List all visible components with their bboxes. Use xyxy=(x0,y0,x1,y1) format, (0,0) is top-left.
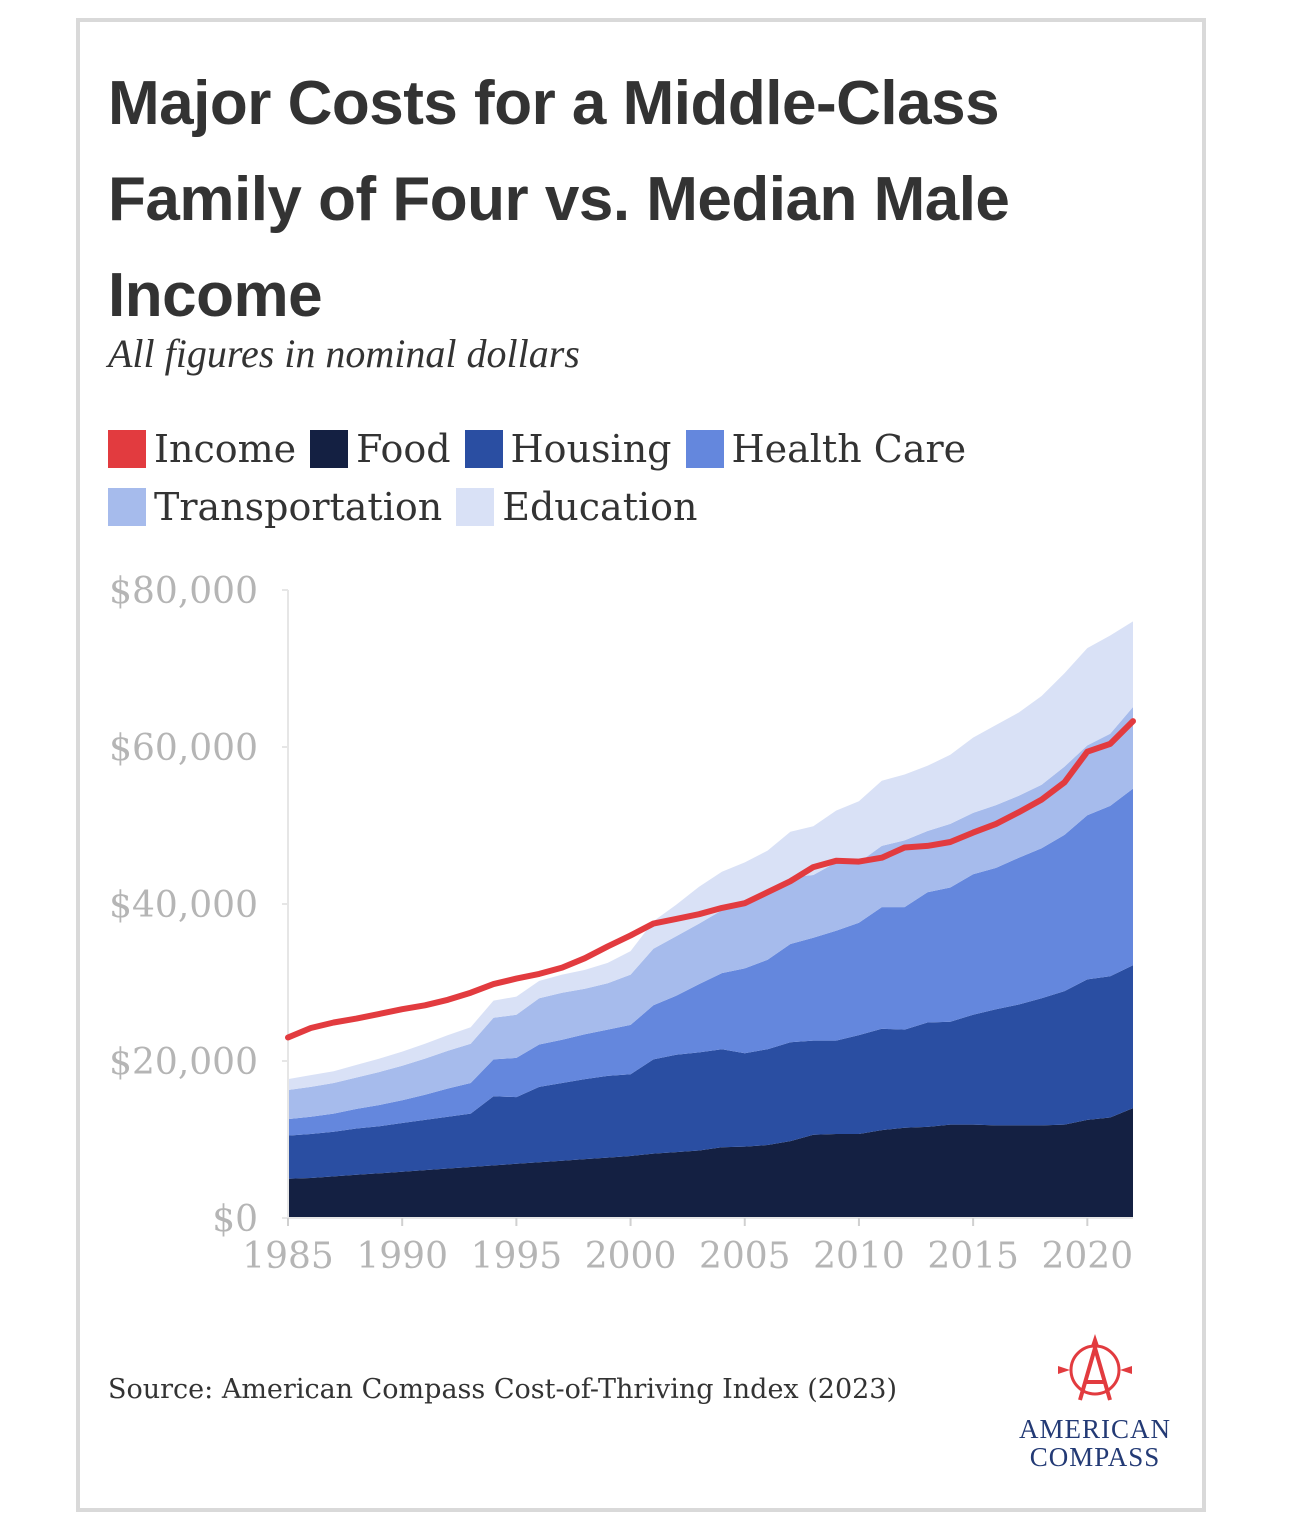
area-housing xyxy=(288,965,1133,1179)
legend-item-education: Education xyxy=(456,485,697,529)
x-tick-label: 2000 xyxy=(585,1236,677,1277)
legend-item-food: Food xyxy=(310,427,451,471)
american-compass-logo: AMERICAN COMPASS xyxy=(1000,1330,1190,1480)
stacked-area-chart: $0 $20,000 $40,000 $60,000 $80,000 1985 1990 19… xyxy=(109,571,1136,1277)
x-tick-label: 1995 xyxy=(471,1236,563,1277)
legend-item-housing: Housing xyxy=(464,427,672,471)
x-tick-label: 1985 xyxy=(242,1236,334,1277)
logo-line-1: AMERICAN xyxy=(1018,1414,1171,1444)
legend-label-education: Education xyxy=(502,485,698,529)
y-tick-label: $40,000 xyxy=(109,885,258,926)
legend: Income Food Housing Health Care Transpor… xyxy=(108,420,1108,536)
y-tick-label: $0 xyxy=(212,1199,258,1240)
compass-a-icon xyxy=(1058,1334,1132,1401)
legend-item-health-care: Health Care xyxy=(685,427,967,471)
y-tick-label: $20,000 xyxy=(109,1042,258,1083)
source-note: Source: American Compass Cost-of-Thrivin… xyxy=(108,1374,898,1405)
logo-line-2: COMPASS xyxy=(1029,1442,1161,1472)
area-food xyxy=(288,1108,1133,1218)
legend-swatch-transportation xyxy=(108,488,146,526)
legend-label-housing: Housing xyxy=(510,427,672,471)
legend-swatch-health-care xyxy=(685,430,724,468)
legend-swatch-housing xyxy=(464,430,503,468)
x-tick-label: 2005 xyxy=(699,1236,791,1277)
x-tick-label: 1990 xyxy=(356,1236,448,1277)
chart-subtitle: All figures in nominal dollars xyxy=(108,331,580,376)
legend-swatch-income xyxy=(108,430,146,468)
legend-label-income: Income xyxy=(154,427,297,471)
legend-label-food: Food xyxy=(356,427,451,471)
chart-title: Major Costs for a Middle-Class Family of… xyxy=(108,69,1010,330)
y-tick-label: $80,000 xyxy=(109,571,258,612)
legend-swatch-food xyxy=(310,430,349,468)
x-tick-label: 2010 xyxy=(813,1236,905,1277)
y-tick-label: $60,000 xyxy=(109,728,258,769)
area-health-care xyxy=(288,788,1133,1136)
legend-swatch-education xyxy=(456,488,495,526)
legend-label-transportation: Transportation xyxy=(154,485,443,529)
x-tick-label: 2020 xyxy=(1042,1236,1134,1277)
x-tick-label: 2015 xyxy=(927,1236,1019,1277)
legend-item-transportation: Transportation xyxy=(108,485,442,529)
legend-item-income: Income xyxy=(108,427,296,471)
legend-label-health-care: Health Care xyxy=(731,427,967,471)
line-income xyxy=(285,718,1136,1041)
area-transportation xyxy=(288,707,1133,1120)
